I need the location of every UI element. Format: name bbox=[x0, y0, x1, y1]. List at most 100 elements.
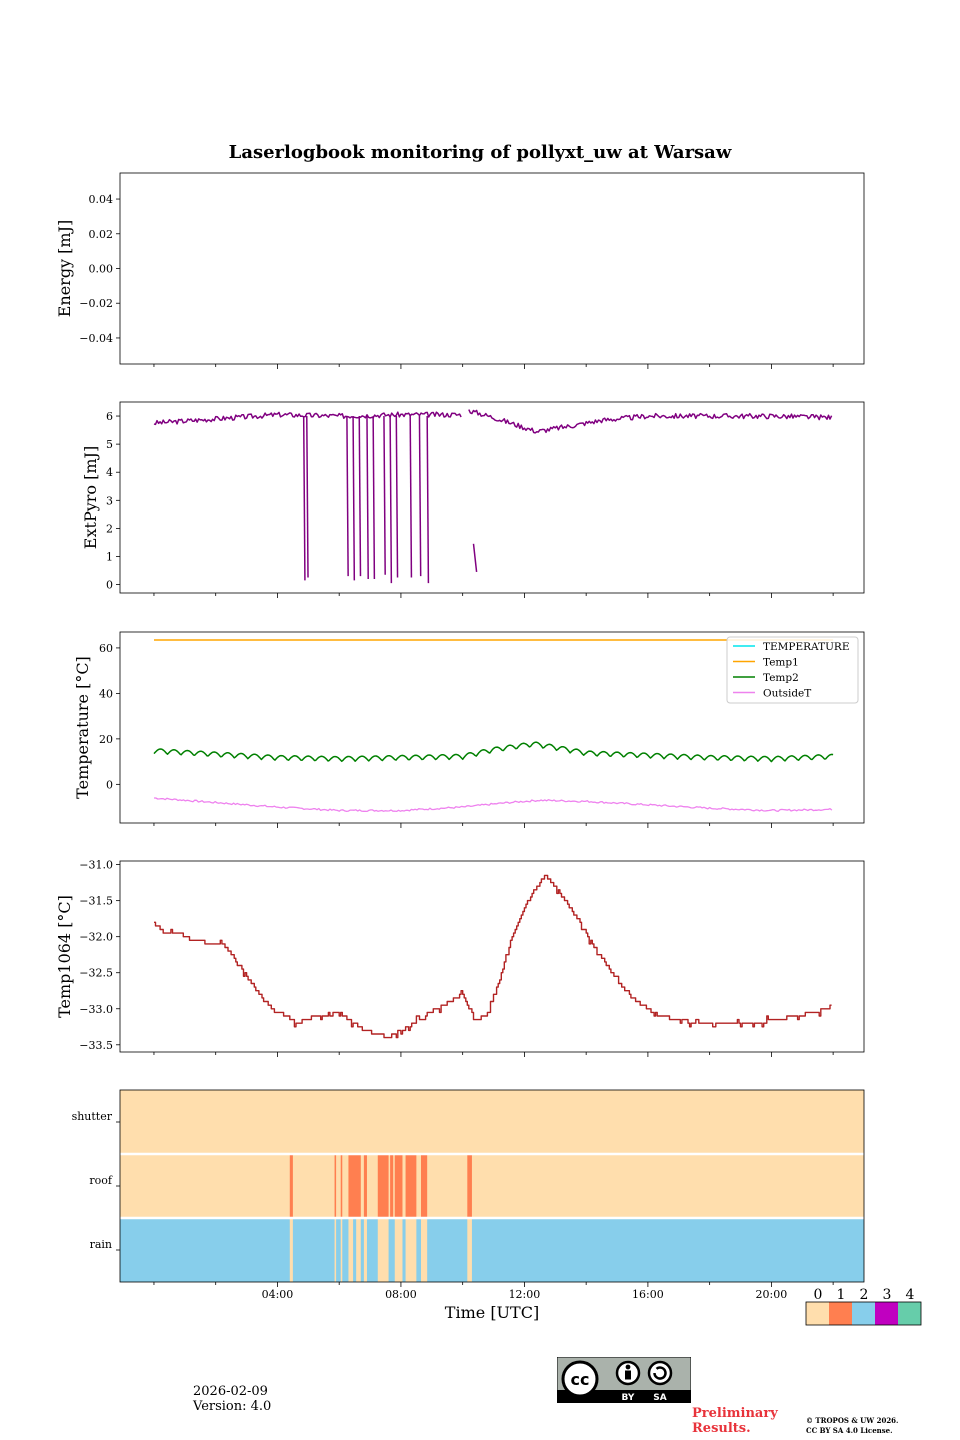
preliminary-line2: Results. bbox=[692, 1421, 751, 1436]
colorbar-label: 4 bbox=[906, 1287, 915, 1303]
axes-frame bbox=[119, 860, 865, 1053]
y-tick-label: 5 bbox=[106, 438, 113, 451]
status-cell bbox=[356, 1218, 361, 1282]
colorbar-cell bbox=[852, 1302, 875, 1325]
status-cell bbox=[405, 1218, 417, 1282]
cc-by-label: BY bbox=[622, 1393, 635, 1403]
colorbar-label: 3 bbox=[883, 1287, 892, 1303]
x-tick-label: 20:00 bbox=[756, 1288, 788, 1301]
extpyro-tail bbox=[472, 543, 478, 572]
extpyro-drop bbox=[346, 416, 349, 577]
cc-by-sa-license-icon: cc BY SA bbox=[557, 1357, 691, 1403]
status-cell bbox=[363, 1154, 367, 1218]
y-tick-label: 0 bbox=[106, 579, 113, 592]
status-cell bbox=[348, 1218, 354, 1282]
extpyro-line-2 bbox=[468, 409, 833, 434]
status-cell bbox=[334, 1154, 337, 1218]
y-axis-label: Temp1064 [°C] bbox=[55, 895, 74, 1018]
status-cell bbox=[420, 1218, 428, 1282]
extpyro-drop bbox=[426, 416, 430, 584]
status-cell bbox=[467, 1154, 472, 1218]
status-cell bbox=[334, 1218, 337, 1282]
status-cell bbox=[420, 1154, 428, 1218]
y-axis-label: Energy [mJ] bbox=[55, 220, 74, 318]
preliminary-notice: Preliminary Results. bbox=[692, 1406, 778, 1436]
extpyro-drop bbox=[418, 416, 422, 577]
y-tick-label: −0.04 bbox=[79, 332, 113, 345]
extpyro-drop bbox=[389, 416, 393, 584]
status-cell bbox=[377, 1154, 389, 1218]
extpyro-drop bbox=[306, 416, 309, 578]
footer-date-block: 2026-02-09 Version: 4.0 bbox=[193, 1384, 271, 1414]
y-tick-label: 0.02 bbox=[89, 228, 114, 241]
extpyro-line bbox=[153, 411, 462, 426]
footer-version: Version: 4.0 bbox=[193, 1399, 272, 1414]
legend-frame bbox=[726, 636, 859, 704]
y-tick-label: −33.0 bbox=[79, 1003, 113, 1016]
status-cell bbox=[340, 1218, 343, 1282]
colorbar-label: 1 bbox=[837, 1287, 846, 1303]
x-tick-label: 12:00 bbox=[509, 1288, 541, 1301]
y-tick-label: 6 bbox=[106, 410, 113, 423]
status-row-shutter bbox=[120, 1090, 864, 1154]
temp1064-line bbox=[154, 874, 832, 1039]
svg-text:cc: cc bbox=[571, 1370, 590, 1389]
status-panel: shutter roof rain 04:00 08:00 12:00 16:00 20:00… bbox=[72, 1089, 865, 1322]
colorbar-cell bbox=[898, 1302, 921, 1325]
y-axis-label: Temperature [°C] bbox=[73, 656, 92, 799]
y-tick-label: 0 bbox=[106, 778, 113, 791]
y-tick-label: 60 bbox=[99, 642, 113, 655]
temp2-line bbox=[153, 741, 834, 763]
status-cell bbox=[394, 1154, 403, 1218]
y-axis-label: ExtPyro [mJ] bbox=[81, 446, 100, 549]
y-tick-label: 0.04 bbox=[89, 193, 114, 206]
copyright-notice: © TROPOS & UW 2026. CC BY SA 4.0 License… bbox=[806, 1416, 899, 1436]
y-tick-label: 0.00 bbox=[89, 263, 114, 276]
colorbar-label: 0 bbox=[814, 1287, 823, 1303]
temperature-legend: TEMPERATURE Temp1 Temp2 OutsideT bbox=[726, 636, 859, 704]
status-row-rain bbox=[120, 1218, 864, 1282]
axes-frame bbox=[119, 1089, 865, 1283]
footer-date: 2026-02-09 bbox=[193, 1384, 268, 1399]
extpyro-drop bbox=[395, 416, 399, 578]
figure-title: Laserlogbook monitoring of pollyxt_uw at… bbox=[229, 142, 732, 163]
status-cell bbox=[394, 1218, 403, 1282]
y-tick-label: 40 bbox=[99, 687, 113, 700]
temp1064-panel: −31.0 −31.5 −32.0 −32.5 −33.0 −33.5 Temp1064 [… bbox=[55, 859, 865, 1057]
status-cell bbox=[289, 1154, 293, 1218]
status-cell bbox=[390, 1154, 394, 1218]
y-tick-label: −31.0 bbox=[79, 859, 113, 872]
legend-label: OutsideT bbox=[763, 688, 811, 700]
y-tick-label: −33.5 bbox=[79, 1039, 113, 1052]
preliminary-line1: Preliminary bbox=[692, 1406, 778, 1421]
colorbar-label: 2 bbox=[860, 1287, 869, 1303]
extpyro-drop bbox=[409, 416, 413, 578]
y-tick-label: −32.0 bbox=[79, 931, 113, 944]
cc-sa-label: SA bbox=[653, 1393, 666, 1403]
extpyro-drop bbox=[372, 416, 376, 579]
y-tick-label: 4 bbox=[106, 466, 113, 479]
status-cell bbox=[348, 1154, 361, 1218]
axes-frame bbox=[119, 631, 865, 824]
extpyro-drop bbox=[302, 416, 306, 581]
extpyro-drop bbox=[358, 416, 362, 577]
legend-label: TEMPERATURE bbox=[763, 641, 850, 653]
status-row-label: roof bbox=[89, 1174, 113, 1187]
extpyro-drop bbox=[366, 416, 369, 579]
status-row-roof bbox=[120, 1154, 864, 1218]
y-tick-label: −0.02 bbox=[79, 297, 113, 310]
x-tick-label: 04:00 bbox=[262, 1288, 294, 1301]
axes-frame bbox=[119, 172, 865, 365]
extpyro-drop bbox=[352, 416, 356, 581]
status-cell bbox=[405, 1154, 417, 1218]
x-axis-label: Time [UTC] bbox=[445, 1303, 539, 1322]
x-tick-label: 16:00 bbox=[632, 1288, 664, 1301]
copyright-line1: © TROPOS & UW 2026. bbox=[806, 1416, 899, 1425]
status-cell bbox=[377, 1218, 389, 1282]
colorbar-frame bbox=[805, 1301, 922, 1326]
extpyro-drop bbox=[383, 416, 386, 575]
colorbar-cell bbox=[829, 1302, 852, 1325]
